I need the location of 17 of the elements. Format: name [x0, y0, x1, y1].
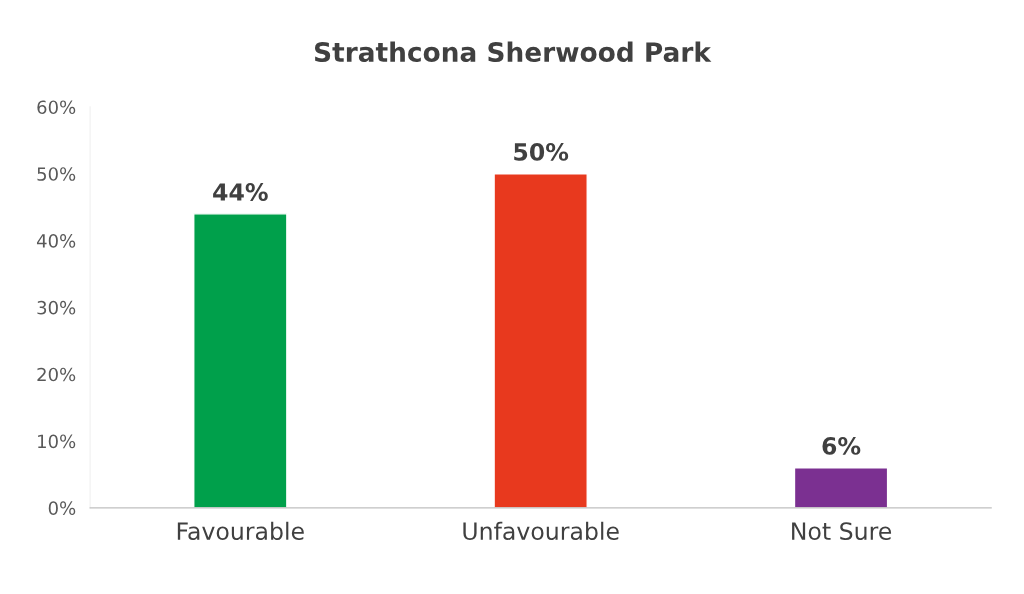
y-tick-label: 30%	[37, 300, 76, 315]
y-tick-label: 20%	[37, 367, 76, 382]
bar	[193, 213, 288, 508]
x-tick-label: Not Sure	[792, 522, 892, 541]
y-tick-label: 10%	[38, 434, 76, 449]
x-tick-label: Unfavourable	[463, 521, 619, 541]
data-label: 50%	[514, 142, 569, 161]
data-label: 6%	[822, 437, 861, 455]
y-tick-label: 0%	[48, 501, 76, 515]
x-tick-label: Favourable	[177, 521, 304, 541]
bar	[793, 467, 889, 508]
y-tick-label: 40%	[36, 234, 76, 248]
data-label: 44%	[213, 183, 268, 201]
y-tick-label: 50%	[37, 167, 76, 181]
y-tick-label: 60%	[37, 100, 76, 115]
chart-title: Strathcona Sherwood Park	[314, 41, 712, 63]
bar	[493, 173, 588, 508]
